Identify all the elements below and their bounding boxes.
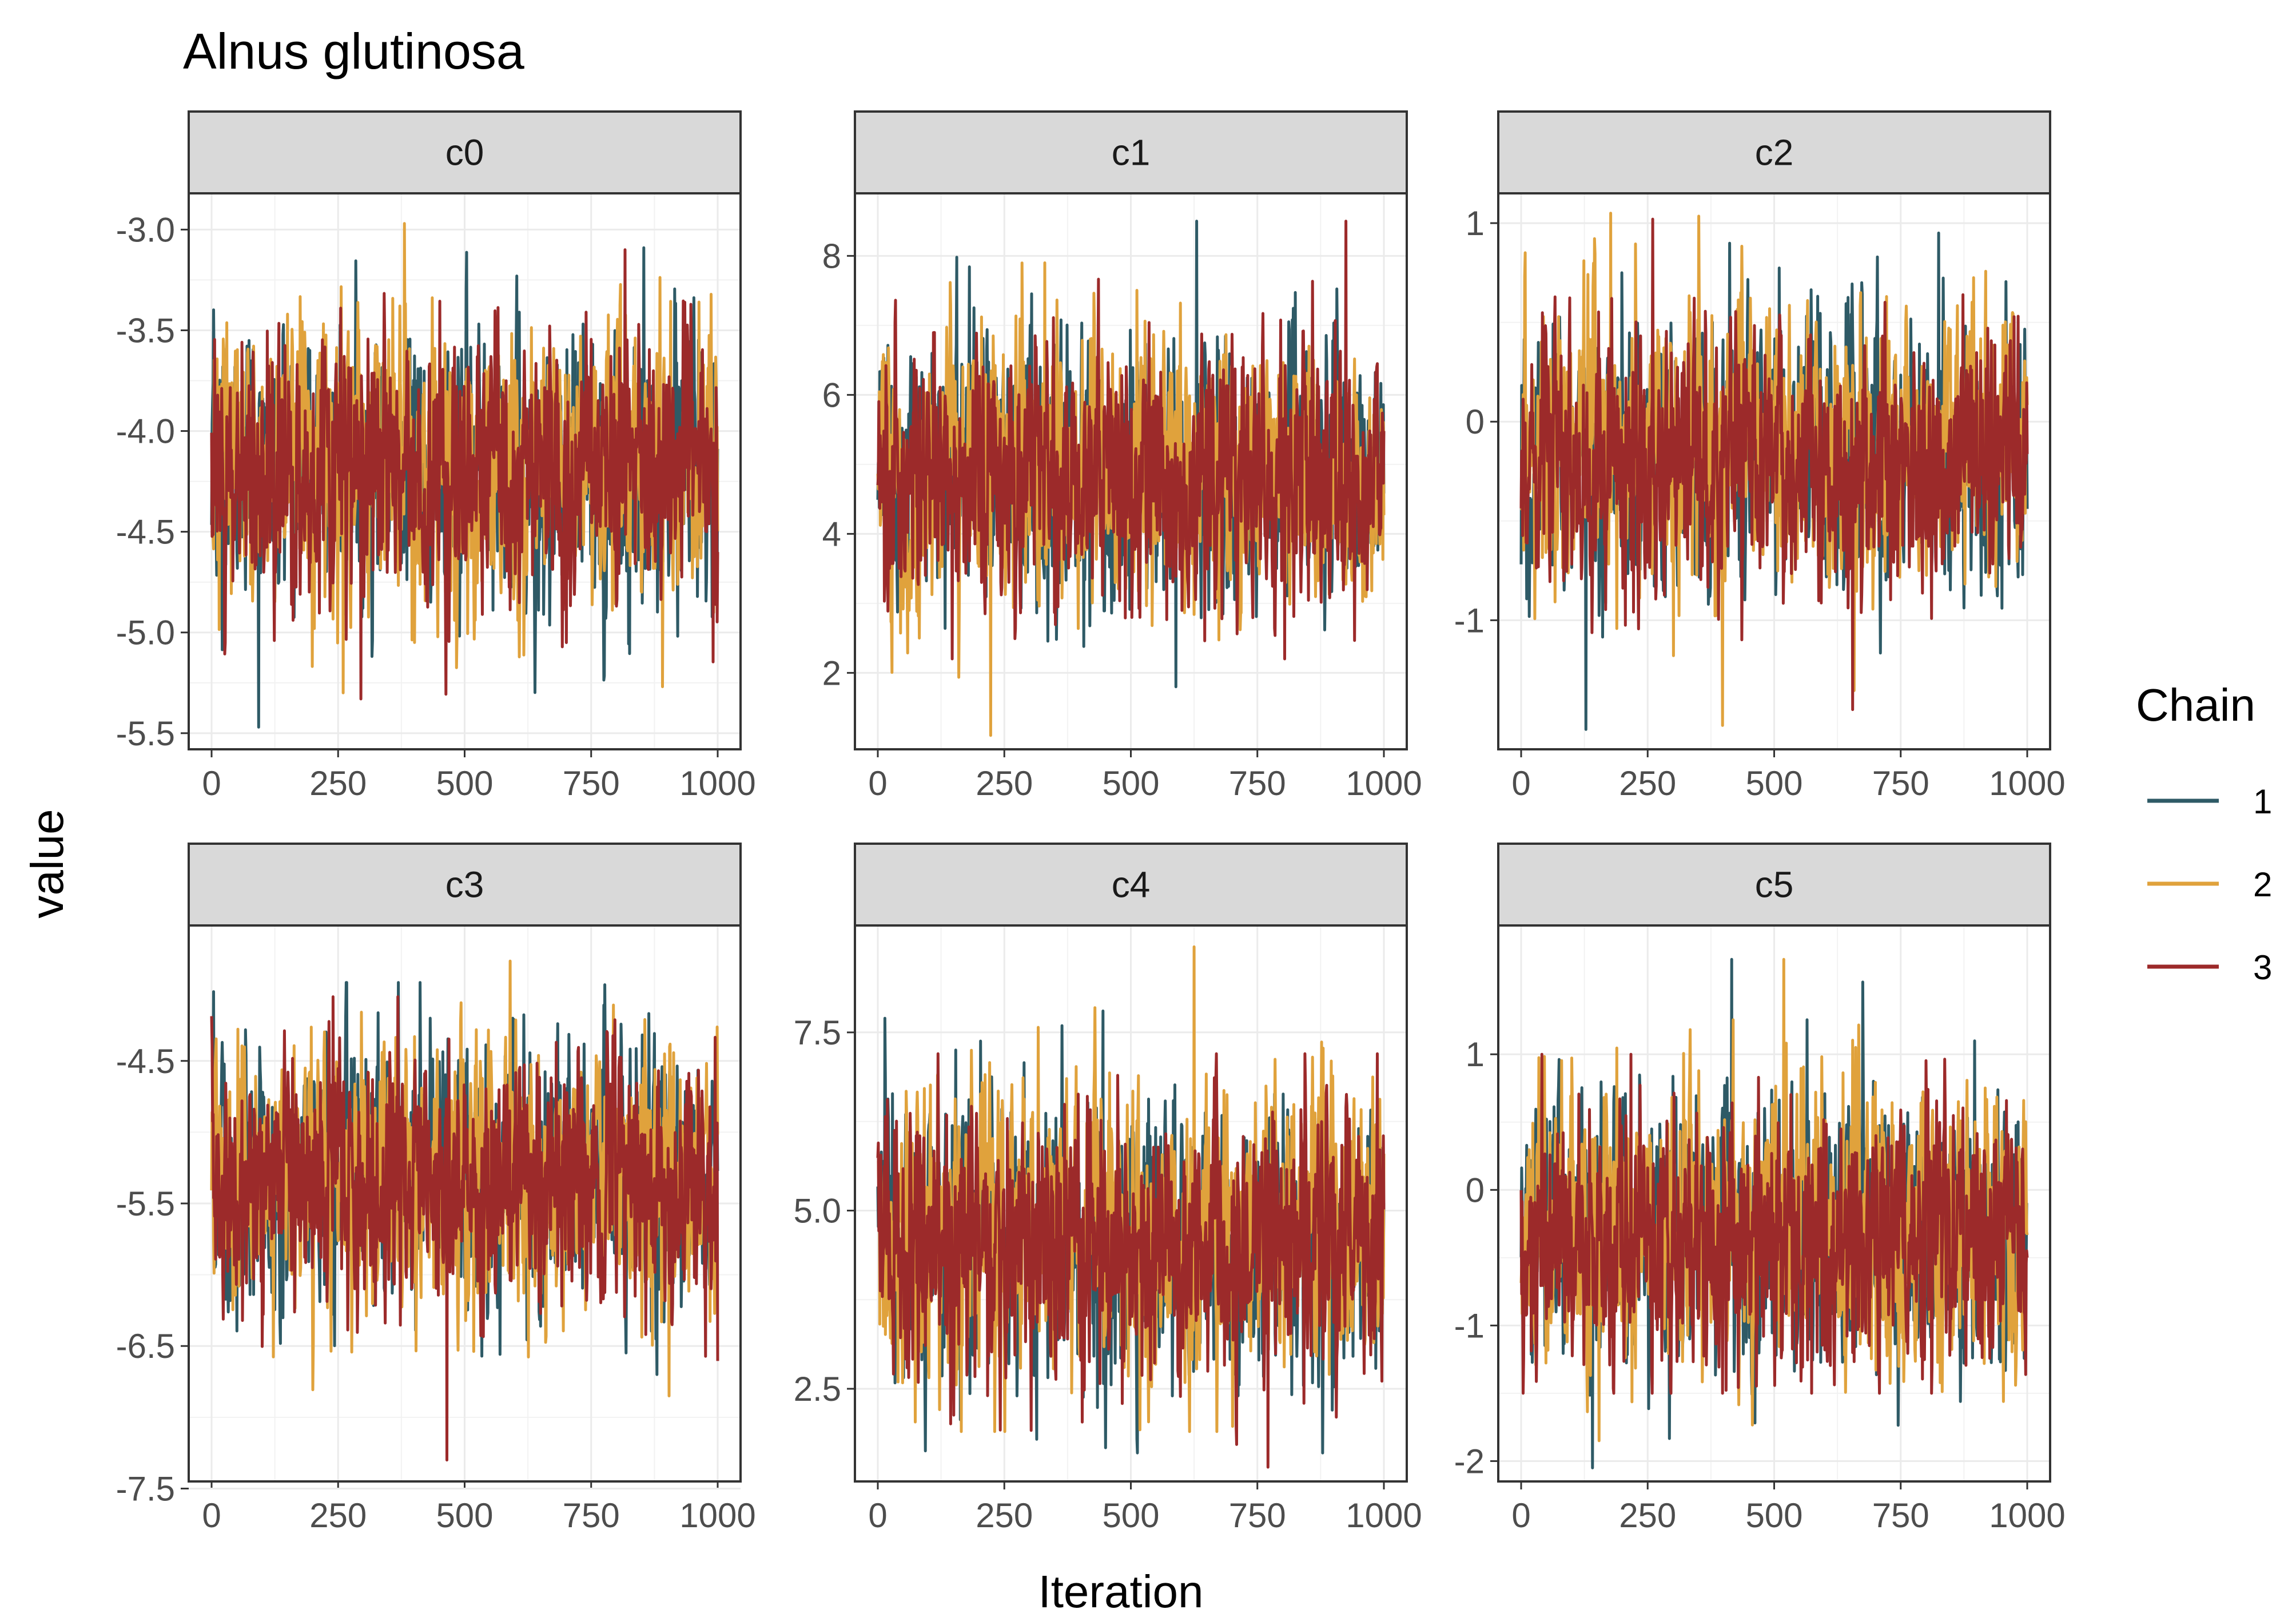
facet-label: c1 bbox=[1112, 132, 1151, 173]
x-tick-label: 750 bbox=[563, 764, 620, 802]
y-tick-label: -1 bbox=[1454, 601, 1485, 639]
x-tick-label: 500 bbox=[436, 1496, 493, 1535]
y-tick-label: -4.0 bbox=[116, 412, 175, 451]
y-axis-title: value bbox=[22, 809, 73, 918]
panel-border bbox=[854, 924, 1408, 1483]
x-tick-label: 250 bbox=[976, 1496, 1033, 1535]
x-tick-label: 1000 bbox=[1346, 1496, 1422, 1535]
x-tick-label: 0 bbox=[1511, 764, 1530, 802]
legend-label: 1 bbox=[2253, 782, 2272, 821]
x-tick-label: 0 bbox=[868, 764, 887, 802]
y-tick-label: 4 bbox=[822, 515, 841, 553]
x-tick-label: 750 bbox=[1229, 1496, 1286, 1535]
trace-line-chain-3 bbox=[1519, 217, 2029, 712]
trace-line-chain-3 bbox=[876, 1052, 1386, 1469]
x-tick-label: 750 bbox=[1872, 1496, 1929, 1535]
x-tick-label: 500 bbox=[1102, 764, 1159, 802]
x-tick-label: 250 bbox=[976, 764, 1033, 802]
x-tick-label: 0 bbox=[202, 764, 221, 802]
y-tick-label: 0 bbox=[1466, 403, 1485, 441]
y-tick-label: -3.0 bbox=[116, 210, 175, 249]
x-tick-label: 500 bbox=[1102, 1496, 1159, 1535]
y-tick-label: -5.5 bbox=[116, 714, 175, 753]
x-tick-label: 500 bbox=[1745, 1496, 1802, 1535]
panel-border bbox=[188, 192, 742, 750]
x-tick-label: 0 bbox=[1511, 1496, 1530, 1535]
legend: Chain 1 2 3 bbox=[2136, 680, 2272, 987]
y-tick-label: -7.5 bbox=[116, 1469, 175, 1508]
trace-line-chain-3 bbox=[1519, 1052, 2029, 1395]
y-tick-label: 2 bbox=[822, 654, 841, 692]
facet-label: c2 bbox=[1755, 132, 1794, 173]
facet-label: c4 bbox=[1112, 864, 1151, 905]
panel-border bbox=[1497, 192, 2051, 750]
facet-strip-c2 bbox=[1497, 110, 2051, 194]
panel-border bbox=[188, 924, 742, 1483]
y-tick-label: 8 bbox=[822, 237, 841, 275]
x-tick-label: 250 bbox=[1619, 1496, 1676, 1535]
trace-line-chain-3 bbox=[210, 248, 719, 701]
x-tick-label: 500 bbox=[436, 764, 493, 802]
y-tick-label: 0 bbox=[1466, 1171, 1485, 1209]
x-tick-label: 750 bbox=[1872, 764, 1929, 802]
x-tick-label: 250 bbox=[309, 1496, 367, 1535]
y-tick-label: 7.5 bbox=[794, 1014, 841, 1052]
panel-border bbox=[854, 192, 1408, 750]
x-tick-label: 250 bbox=[309, 764, 367, 802]
x-tick-label: 1000 bbox=[679, 1496, 755, 1535]
x-tick-label: 750 bbox=[1229, 764, 1286, 802]
y-tick-label: 2.5 bbox=[794, 1370, 841, 1408]
y-tick-label: 1 bbox=[1466, 1035, 1485, 1074]
trace-line-chain-3 bbox=[210, 995, 719, 1462]
legend-title: Chain bbox=[2136, 680, 2255, 730]
facet-label: c3 bbox=[445, 864, 484, 905]
panel-c3: c3 0 250 500 750 1000 -7.5 -6.5 -5.5 -4.5 bbox=[116, 843, 756, 1535]
facet-panels: c00 250 500 750 1000-5.5-5.0-4.5-4.0-3.5-3.0… bbox=[116, 110, 2066, 1535]
chart-title: Alnus glutinosa bbox=[183, 23, 524, 80]
panel-c4: c4 0 250 500 750 1000 2.5 5.0 7.5 bbox=[794, 843, 1422, 1535]
x-tick-label: 500 bbox=[1745, 764, 1802, 802]
y-tick-label: -5.0 bbox=[116, 614, 175, 652]
legend-label: 2 bbox=[2253, 865, 2272, 904]
x-tick-label: 1000 bbox=[679, 764, 755, 802]
trace-line-chain-2 bbox=[1519, 957, 2029, 1443]
facet-label: c5 bbox=[1755, 864, 1794, 905]
y-tick-label: -3.5 bbox=[116, 311, 175, 349]
x-tick-label: 1000 bbox=[1346, 764, 1422, 802]
y-tick-label: -4.5 bbox=[116, 1042, 175, 1080]
y-tick-label: -6.5 bbox=[116, 1327, 175, 1365]
facet-label: c0 bbox=[445, 132, 484, 173]
x-tick-label: 1000 bbox=[1989, 1496, 2065, 1535]
y-tick-label: -5.5 bbox=[116, 1185, 175, 1223]
panel-c5: c5 0 250 500 750 1000 -2 -1 0 1 bbox=[1454, 843, 2066, 1535]
x-tick-label: 750 bbox=[563, 1496, 620, 1535]
panel-c2: c2 0 250 500 750 1000 -1 0 1 bbox=[1454, 110, 2066, 802]
legend-label: 3 bbox=[2253, 948, 2272, 987]
y-tick-label: -4.5 bbox=[116, 513, 175, 551]
y-tick-label: 5.0 bbox=[794, 1191, 841, 1230]
x-axis-title: Iteration bbox=[1038, 1566, 1203, 1617]
x-tick-label: 0 bbox=[868, 1496, 887, 1535]
y-tick-label: -2 bbox=[1454, 1442, 1485, 1480]
panel-c1: c1 0 250 500 750 1000 2 4 6 8 bbox=[822, 110, 1422, 802]
panel-c0: c0 0 250 500 750 1000 -5.5 -5.0 -4.5 -4.0 -3.5 -3.0 bbox=[116, 110, 756, 802]
x-tick-label: 250 bbox=[1619, 764, 1676, 802]
panel-border bbox=[1497, 924, 2051, 1483]
trace-line-chain-3 bbox=[876, 220, 1386, 661]
y-tick-label: 1 bbox=[1466, 204, 1485, 243]
y-tick-label: 6 bbox=[822, 376, 841, 414]
facet-strip-c1 bbox=[854, 110, 1408, 194]
x-tick-label: 0 bbox=[202, 1496, 221, 1535]
facet-strip-c0 bbox=[188, 110, 742, 194]
facet-strip-c5 bbox=[1497, 843, 2051, 927]
y-tick-label: -1 bbox=[1454, 1306, 1485, 1345]
x-tick-label: 1000 bbox=[1989, 764, 2065, 802]
